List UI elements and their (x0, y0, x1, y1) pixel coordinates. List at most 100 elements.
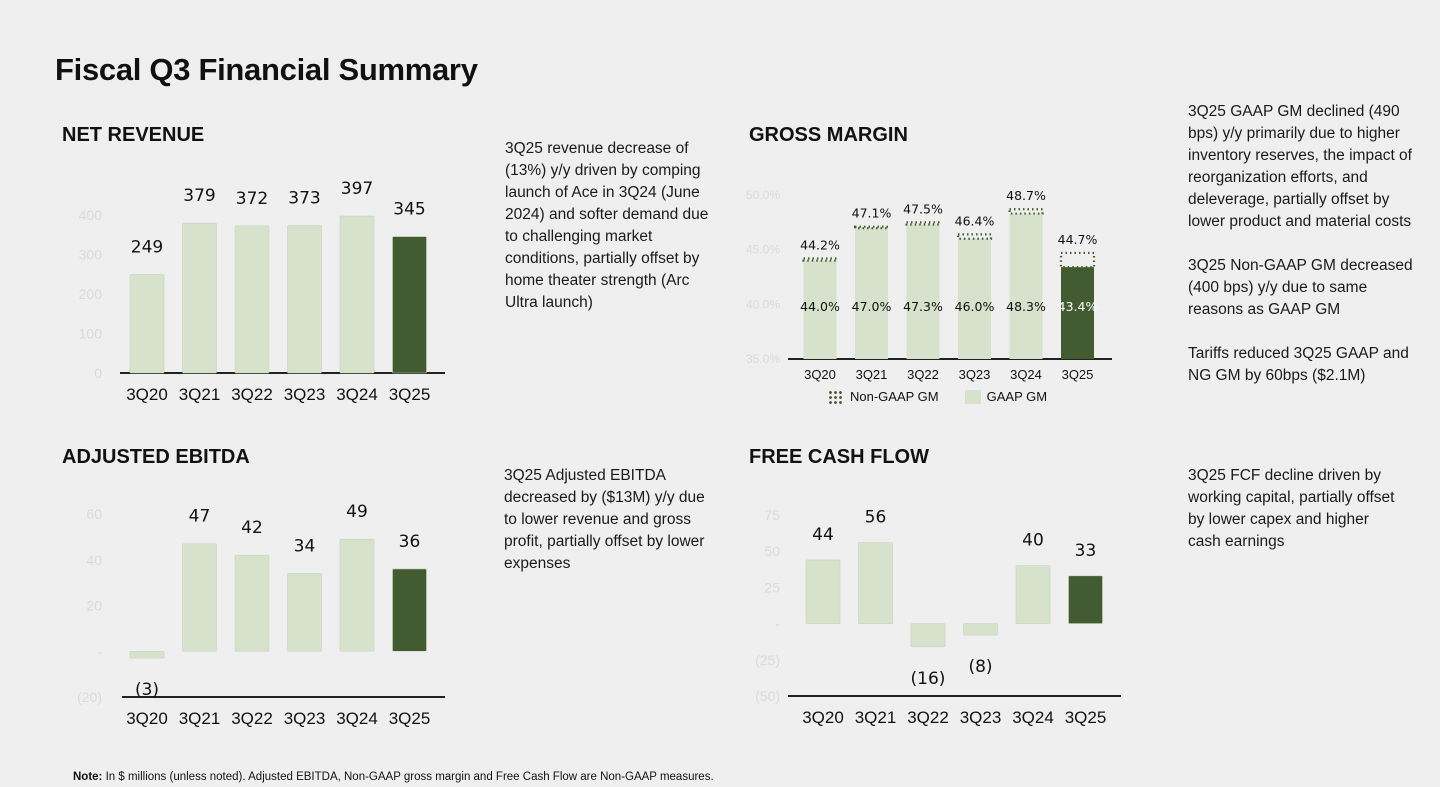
x-tick-label: 3Q25 (1065, 708, 1107, 727)
data-label: 379 (183, 186, 215, 206)
revenue-commentary-text: 3Q25 revenue decrease of (13%) y/y drive… (505, 140, 709, 311)
y-tick-label: 25 (764, 579, 780, 595)
non-gaap-marker-3Q23 (956, 233, 993, 240)
gaap-bar-3Q25 (1061, 267, 1094, 359)
footnote: Note: In $ millions (unless noted). Adju… (73, 771, 714, 783)
non-gaap-marker-3Q21 (853, 225, 890, 230)
x-tick-label: 3Q25 (1062, 367, 1094, 382)
non-gaap-label: 47.5% (903, 201, 943, 216)
non-gaap-legend-swatch (828, 389, 844, 404)
data-label: 372 (236, 189, 268, 209)
non-gaap-label: 44.2% (800, 237, 840, 252)
fcf-commentary: 3Q25 FCF decline driven by working capit… (1188, 465, 1398, 575)
note-text: In $ millions (unless noted). Adjusted E… (102, 771, 714, 783)
bar-3Q23 (963, 623, 998, 636)
non-gaap-marker-3Q24 (1008, 208, 1044, 215)
data-label: 42 (241, 518, 263, 538)
bar-3Q21 (182, 222, 217, 374)
x-tick-label: 3Q21 (855, 708, 897, 727)
x-tick-label: 3Q20 (126, 709, 168, 728)
bar-3Q22 (234, 225, 270, 374)
x-tick-label: 3Q23 (959, 367, 991, 382)
y-tick-label: 50.0% (746, 188, 780, 202)
gaap-legend-swatch (964, 389, 981, 404)
bar-3Q20 (805, 559, 841, 624)
data-label: 56 (865, 508, 887, 528)
y-tick-label: 40 (86, 552, 102, 568)
y-tick-label: 400 (79, 207, 103, 223)
gaap-label: 46.0% (955, 299, 995, 314)
data-label: 345 (393, 200, 425, 220)
bar-3Q24 (1015, 565, 1051, 624)
y-tick-label: 300 (79, 246, 103, 262)
bar-3Q25 (1068, 575, 1103, 624)
y-tick-label: 200 (79, 286, 103, 302)
bar-3Q23 (287, 225, 322, 374)
revenue-commentary: 3Q25 revenue decrease of (13%) y/y drive… (505, 138, 710, 336)
net-revenue-chart: 0 100 200 300 400 249 3Q20 379 3Q21 372 3Q22 373 3Q2… (79, 179, 445, 404)
y-tick-label: (25) (755, 652, 780, 668)
x-tick-label: 3Q23 (284, 709, 326, 728)
adjusted-ebitda-title: ADJUSTED EBITDA (62, 446, 250, 468)
gaap-label: 43.4% (1058, 299, 1098, 314)
bar-3Q23 (287, 573, 322, 652)
gross-margin-chart: 35.0% 40.0% 45.0% 50.0% 44.2% 44.0% 3Q20 47.1% 4… (746, 188, 1112, 382)
x-tick-label: 3Q24 (336, 385, 378, 404)
non-gaap-legend-label: Non-GAAP GM (850, 389, 939, 404)
x-tick-label: 3Q20 (804, 367, 836, 382)
x-tick-label: 3Q25 (389, 709, 431, 728)
fcf-commentary-text: 3Q25 FCF decline driven by working capit… (1188, 467, 1395, 550)
y-tick-label: (20) (77, 689, 102, 705)
x-tick-label: 3Q22 (231, 385, 273, 404)
bar-3Q20 (129, 274, 165, 374)
y-tick-label: 40.0% (746, 297, 780, 311)
x-tick-label: 3Q24 (1012, 708, 1054, 727)
bar-3Q25 (392, 236, 427, 374)
bar-3Q21 (858, 542, 893, 624)
y-tick-label: 60 (86, 506, 102, 522)
bar-3Q25 (392, 568, 427, 652)
ebitda-commentary-text: 3Q25 Adjusted EBITDA decreased by ($13M)… (504, 467, 705, 572)
non-gaap-label: 46.4% (955, 213, 995, 228)
data-label: 49 (346, 502, 368, 522)
x-tick-label: 3Q23 (284, 385, 326, 404)
gross-margin-legend: Non-GAAP GM GAAP GM (828, 389, 1047, 404)
x-tick-label: 3Q22 (231, 709, 273, 728)
y-tick-label: (50) (755, 688, 780, 704)
data-label: (16) (911, 669, 946, 689)
bar-3Q21 (182, 543, 217, 652)
data-label: 397 (341, 179, 373, 199)
gaap-bar-3Q23 (958, 238, 991, 359)
bar-3Q24 (339, 215, 375, 374)
gaap-label: 48.3% (1006, 299, 1046, 314)
x-tick-label: 3Q22 (907, 367, 939, 382)
gross-margin-commentary: 3Q25 GAAP GM declined (490 bps) y/y prim… (1188, 101, 1418, 409)
x-tick-label: 3Q24 (336, 709, 378, 728)
y-tick-label: 100 (79, 325, 103, 341)
x-tick-label: 3Q25 (389, 385, 431, 404)
gaap-label: 47.3% (903, 299, 943, 314)
gross-margin-title: GROSS MARGIN (749, 124, 908, 146)
data-label: (3) (135, 680, 159, 700)
x-tick-label: 3Q21 (179, 385, 221, 404)
note-label: Note: (73, 771, 103, 783)
y-tick-label: 50 (764, 543, 780, 559)
x-tick-label: 3Q21 (179, 709, 221, 728)
bar-3Q24 (339, 538, 375, 652)
gaap-label: 47.0% (852, 299, 892, 314)
tariff-commentary: Tariffs reduced 3Q25 GAAP and NG GM by 6… (1188, 345, 1409, 384)
bar-3Q22 (234, 554, 270, 652)
gaap-gm-commentary: 3Q25 GAAP GM declined (490 bps) y/y prim… (1188, 103, 1412, 230)
bar-3Q22 (910, 623, 946, 648)
data-label: 249 (131, 238, 163, 258)
data-label: 47 (189, 507, 211, 527)
non-gaap-marker-3Q20 (802, 257, 838, 262)
non-gaap-marker-3Q22 (905, 221, 941, 226)
net-revenue-title: NET REVENUE (62, 124, 205, 146)
x-tick-label: 3Q21 (856, 367, 888, 382)
gaap-legend-label: GAAP GM (986, 389, 1048, 404)
free-cash-flow-title: FREE CASH FLOW (749, 446, 929, 468)
non-gaap-label: 48.7% (1006, 188, 1046, 203)
gaap-bar-3Q21 (855, 227, 888, 359)
data-label: (8) (968, 657, 992, 677)
